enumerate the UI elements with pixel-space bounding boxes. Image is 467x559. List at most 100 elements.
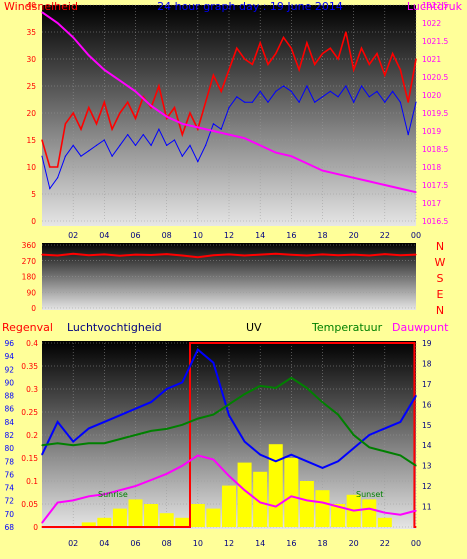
rain-tick-8: 0.4 xyxy=(26,339,38,348)
humidity-line-point-13 xyxy=(243,440,246,443)
pressure-tick-8: 1020.5 xyxy=(422,73,448,82)
sunset-annotation: Sunset xyxy=(356,490,383,499)
humidity-tick-14: 96 xyxy=(4,339,14,348)
pressure-line-point-10 xyxy=(197,126,199,128)
wind-speed-line-point-47 xyxy=(407,101,409,103)
wind-speed-line-point-37 xyxy=(329,47,331,49)
pressure-line-point-24 xyxy=(415,191,417,193)
rain-tick-3: 0.15 xyxy=(21,454,38,463)
dewpoint-line-point-14 xyxy=(259,501,261,504)
compass-4: N xyxy=(436,304,444,317)
pressure-line-point-13 xyxy=(243,137,246,139)
humidity-tick-3: 74 xyxy=(4,484,14,493)
wind-direction-line-point-6 xyxy=(134,254,137,256)
atmosphere-panel-x-tick-8: 18 xyxy=(317,539,327,548)
rain-tick-7: 0.35 xyxy=(21,362,38,371)
wind-panel-x-tick-11: 00 xyxy=(411,231,421,240)
compass-3: E xyxy=(437,288,444,301)
wind-panel-x-tick-8: 18 xyxy=(317,231,327,240)
pressure-line-point-6 xyxy=(134,90,137,92)
wind-speed-line-point-31 xyxy=(282,36,285,39)
wind-gust-line-point-47 xyxy=(407,134,409,136)
humidity-line-point-4 xyxy=(103,421,105,423)
dewpoint-line-point-11 xyxy=(212,458,215,461)
wind-direction-line-point-18 xyxy=(321,253,324,256)
wind-speed-line-point-22 xyxy=(212,74,215,76)
humidity-line-point-12 xyxy=(228,414,230,416)
wind-gust-line-point-36 xyxy=(321,96,324,98)
wind-speed-line-point-4 xyxy=(72,112,74,114)
wind-speed-line-point-38 xyxy=(337,58,339,60)
wind-gust-line-point-13 xyxy=(142,134,144,136)
humidity-line-point-3 xyxy=(88,427,90,430)
temperature-line-point-7 xyxy=(150,430,152,432)
humidity-tick-6: 80 xyxy=(4,444,14,453)
humidity-line-point-22 xyxy=(384,427,386,430)
wind-gust-line-point-31 xyxy=(282,85,285,87)
humidity-line-point-1 xyxy=(56,421,59,423)
rain-tick-2: 0.1 xyxy=(26,477,38,486)
temperature-line-point-24 xyxy=(415,465,417,467)
rain-line-point-5 xyxy=(415,526,417,528)
wind-panel-x-tick-0: 02 xyxy=(68,231,78,240)
wind-speed-line-point-45 xyxy=(392,53,394,55)
pressure-tick-1: 1017 xyxy=(422,199,441,208)
pressure-tick-9: 1021 xyxy=(422,55,441,64)
wind-speed-line-point-11 xyxy=(127,101,129,103)
wind-speed-line-point-46 xyxy=(399,69,402,71)
wind-speed-tick-4: 20 xyxy=(26,109,36,118)
wind-gust-line-point-27 xyxy=(251,101,253,103)
humidity-tick-2: 72 xyxy=(4,497,14,506)
wind-gust-line-point-9 xyxy=(111,155,113,157)
wind-speed-line-point-34 xyxy=(306,42,308,44)
uv-bar-11 xyxy=(206,508,221,527)
pressure-line-point-9 xyxy=(181,123,183,125)
wind-panel-x-tick-4: 10 xyxy=(193,231,203,240)
wind-gust-line-point-16 xyxy=(166,144,168,146)
temperature-tick-8: 19 xyxy=(422,339,432,348)
temperature-tick-4: 15 xyxy=(422,421,432,430)
wind-gust-line-point-33 xyxy=(298,101,300,103)
wind-direction-line-point-3 xyxy=(88,254,90,256)
wind-speed-line-point-42 xyxy=(368,63,370,65)
humidity-line-point-17 xyxy=(306,460,308,462)
wind-gust-line-point-22 xyxy=(212,123,215,125)
pressure-line-point-19 xyxy=(337,173,339,175)
wind-speed-axis: 0 5 10 15 20 25 30 35 40 xyxy=(26,1,36,226)
wind-gust-line-point-10 xyxy=(119,144,121,146)
pressure-tick-4: 1018.5 xyxy=(422,145,448,154)
wind-speed-line-point-5 xyxy=(80,128,82,130)
temperature-line-point-16 xyxy=(290,377,292,379)
atmosphere-panel-x-tick-7: 16 xyxy=(286,539,296,548)
wind-direction-line-point-9 xyxy=(181,254,183,257)
temperature-line-point-21 xyxy=(368,446,370,448)
rain-tick-1: 0.05 xyxy=(21,500,38,509)
humidity-tick-11: 90 xyxy=(4,378,14,387)
temperature-line-point-14 xyxy=(259,385,261,387)
wind-speed-line-point-19 xyxy=(189,112,191,114)
humidity-line-point-23 xyxy=(399,421,402,423)
pressure-line-point-3 xyxy=(88,54,90,57)
regenval-label: Regenval xyxy=(2,321,53,334)
dewpoint-line-point-20 xyxy=(353,510,355,512)
temperature-tick-0: 11 xyxy=(422,503,432,512)
wind-direction-line-point-19 xyxy=(337,254,339,256)
wind-gust-line-point-15 xyxy=(158,128,160,130)
temperature-line-point-17 xyxy=(306,387,308,389)
dewpoint-line-point-3 xyxy=(88,495,90,497)
wind-direction-line-point-8 xyxy=(166,253,168,255)
pressure-line-point-22 xyxy=(384,184,386,186)
humidity-line-point-20 xyxy=(353,447,355,449)
dewpoint-line-point-18 xyxy=(321,501,324,504)
wind-direction-line-point-15 xyxy=(275,253,277,255)
wind-speed-line-point-32 xyxy=(290,47,292,49)
pressure-tick-11: 1022 xyxy=(422,19,441,28)
wind-panel-x-tick-10: 22 xyxy=(380,231,390,240)
pressure-line-point-0 xyxy=(41,11,43,13)
wind-speed-line-point-35 xyxy=(314,63,316,65)
wind-speed-line-point-17 xyxy=(173,107,176,109)
temperature-tick-1: 12 xyxy=(422,482,432,491)
wind-gust-line-point-39 xyxy=(345,85,347,87)
wind-panel-x-tick-6: 14 xyxy=(255,231,265,240)
